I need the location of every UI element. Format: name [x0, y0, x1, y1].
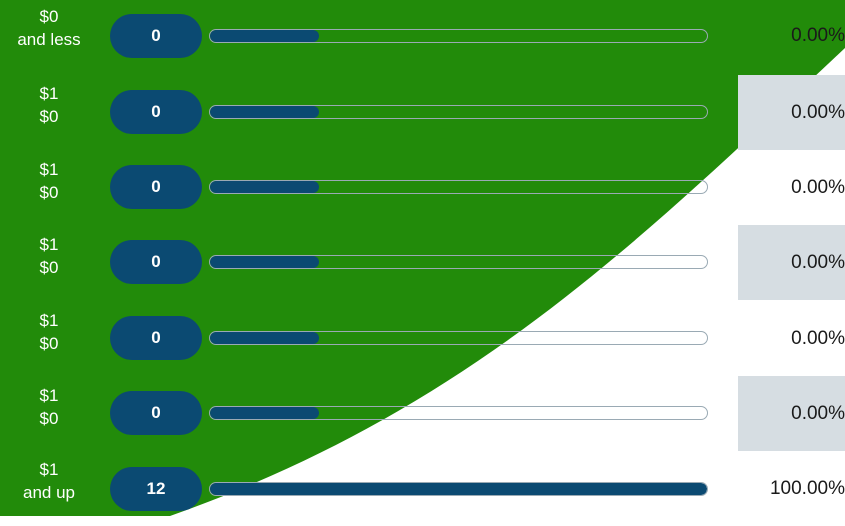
- progress-bar: [209, 105, 708, 119]
- price-row: $1 $0 0 0.00%: [0, 376, 845, 451]
- progress-bar: [209, 180, 708, 194]
- range-line-2: $0: [39, 107, 59, 126]
- price-range-label: $1 $0: [0, 309, 98, 355]
- count-pill: 0: [110, 90, 202, 134]
- progress-bar: [209, 331, 708, 345]
- progress-bar: [209, 406, 708, 420]
- percent-value: 0.00%: [791, 403, 845, 424]
- price-range-label: $1 $0: [0, 82, 98, 128]
- range-line-2: $0: [39, 183, 59, 202]
- price-range-label: $1 $0: [0, 384, 98, 430]
- progress-fill: [210, 407, 320, 419]
- range-line-1: $1: [39, 160, 59, 179]
- progress-fill: [210, 30, 320, 42]
- price-range-label: $1 $0: [0, 233, 98, 279]
- percent-value: 100.00%: [769, 478, 845, 499]
- percent-value: 0.00%: [791, 328, 845, 349]
- progress-bar: [209, 29, 708, 43]
- progress-fill: [210, 332, 320, 344]
- percent-cell: [738, 376, 845, 451]
- range-line-1: $1: [39, 386, 59, 405]
- price-row: $1 $0 0 0.00%: [0, 150, 845, 225]
- progress-fill: [210, 106, 320, 118]
- price-row: $1 $0 0 0.00%: [0, 75, 845, 150]
- progress-bar: [209, 255, 708, 269]
- range-line-1: $0: [39, 7, 59, 26]
- range-line-2: $0: [39, 258, 59, 277]
- percent-value: 0.00%: [791, 25, 845, 46]
- price-range-label: $0 and less: [0, 5, 98, 51]
- count-pill: 0: [110, 14, 202, 58]
- percent-cell: [738, 75, 845, 150]
- count-pill: 12: [110, 467, 202, 511]
- range-line-2: and less: [17, 30, 81, 49]
- count-pill: 0: [110, 165, 202, 209]
- price-row: $1 $0 0 0.00%: [0, 300, 845, 375]
- price-range-label: $1 $0: [0, 158, 98, 204]
- progress-fill: [210, 181, 320, 193]
- range-line-1: $1: [39, 311, 59, 330]
- price-row: $1 $0 0 0.00%: [0, 225, 845, 300]
- price-range-label: $1 and up: [0, 458, 98, 504]
- count-pill: 0: [110, 391, 202, 435]
- price-row: $0 and less 0 0.00%: [0, 0, 845, 75]
- progress-bar: [209, 482, 708, 496]
- count-pill: 0: [110, 240, 202, 284]
- price-row: $1 and up 12 100.00%: [0, 451, 845, 526]
- range-line-2: and up: [23, 483, 75, 502]
- range-line-1: $1: [39, 460, 59, 479]
- range-line-1: $1: [39, 84, 59, 103]
- percent-value: 0.00%: [791, 102, 845, 123]
- range-line-1: $1: [39, 235, 59, 254]
- range-line-2: $0: [39, 334, 59, 353]
- percent-cell: [738, 225, 845, 300]
- count-pill: 0: [110, 316, 202, 360]
- progress-fill: [210, 256, 320, 268]
- range-line-2: $0: [39, 409, 59, 428]
- progress-fill: [210, 483, 707, 495]
- percent-value: 0.00%: [791, 252, 845, 273]
- percent-value: 0.00%: [791, 177, 845, 198]
